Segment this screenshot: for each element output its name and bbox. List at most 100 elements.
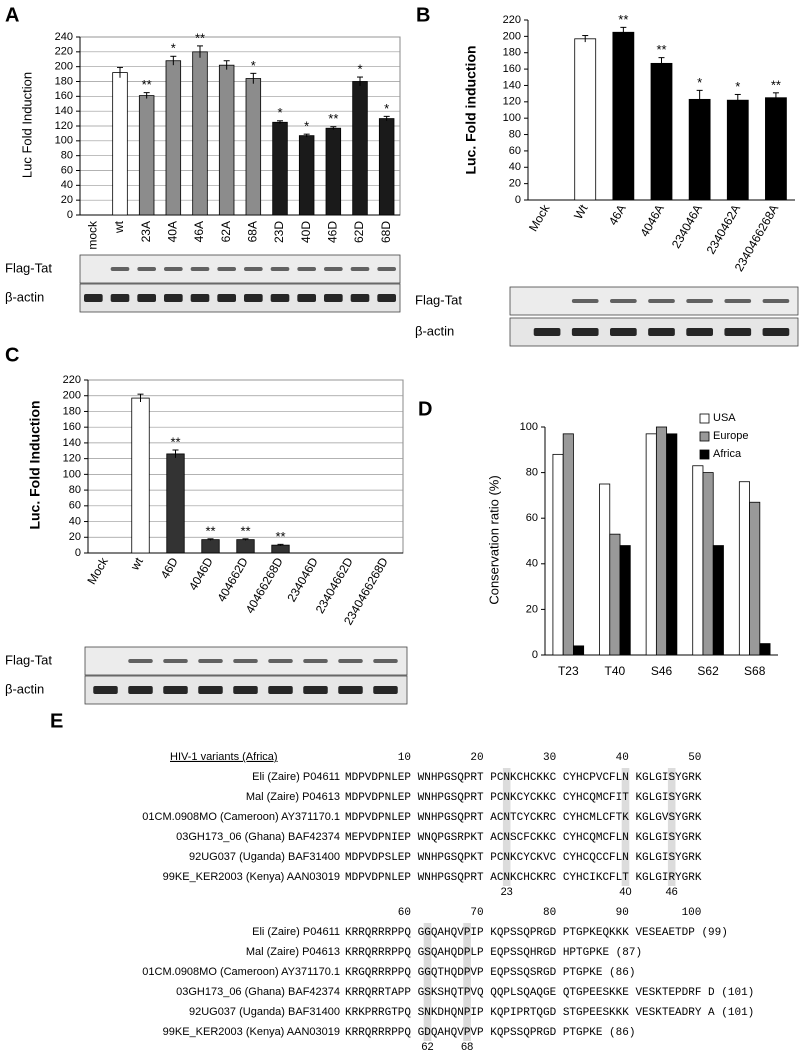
blot-band	[762, 328, 790, 336]
position-number: 60	[398, 907, 411, 919]
bar	[272, 121, 288, 216]
error-bar	[117, 66, 123, 78]
blot-band	[373, 686, 398, 694]
error-bar	[172, 449, 179, 458]
blot-band	[110, 267, 130, 271]
blot-band	[350, 267, 370, 271]
y-tick-label: 160	[55, 90, 73, 102]
residue-marker: 62	[421, 1041, 433, 1051]
sequence: KRRQRRRPPQ GGQAHQVPIP KQPSSQPRGD PTGPKEQ…	[345, 927, 728, 939]
sequence: MDPVDPNLEP WNHPGSQPRT ACNKCHCKRC CYHCIKC…	[345, 872, 702, 884]
significance-label: **	[771, 77, 781, 92]
significance-label: *	[171, 41, 176, 56]
blot-band	[163, 686, 188, 694]
legend-label: Africa	[713, 448, 742, 460]
variant-name: 92UG037 (Uganda) BAF31400	[189, 1006, 340, 1018]
y-tick-label: 0	[515, 194, 521, 206]
sequence: KRRQRRRPPQ GDQAHQVPVP KQPSSQPRGD PTGPKE …	[345, 1027, 635, 1039]
y-tick-label: 100	[63, 468, 81, 480]
bar	[325, 127, 342, 216]
y-tick-label: 20	[509, 178, 521, 190]
y-tick-label: 40	[526, 558, 538, 570]
bar	[131, 397, 150, 554]
bar	[138, 95, 155, 216]
blot-band	[217, 267, 236, 271]
blot-label: Flag-Tat	[5, 652, 52, 667]
significance-label: *	[304, 119, 309, 134]
blot-band	[762, 299, 790, 303]
panel-label: A	[5, 4, 19, 26]
blot-band	[338, 686, 363, 694]
y-axis-label: Luc. Fold Induction	[27, 400, 43, 529]
blot-band	[377, 267, 396, 271]
y-tick-label: 120	[55, 120, 73, 132]
bar	[645, 433, 657, 656]
bar	[236, 539, 255, 554]
blot-label: β-actin	[5, 681, 44, 696]
x-tick-label: 40D	[299, 221, 313, 243]
y-tick-label: 20	[69, 531, 81, 543]
blot-image	[79, 254, 401, 284]
error-bar	[696, 89, 703, 109]
significance-label: **	[275, 529, 285, 544]
bar	[609, 533, 621, 656]
position-number: 30	[543, 752, 556, 764]
bar	[245, 78, 262, 216]
blot-band	[377, 294, 396, 302]
alignment-header: HIV-1 variants (Africa)	[170, 751, 278, 763]
blot-band	[110, 294, 130, 302]
y-tick-label: 200	[503, 30, 521, 42]
x-tick-label: 23D	[272, 221, 286, 243]
y-tick-label: 60	[61, 164, 73, 176]
residue-marker: 23	[501, 886, 513, 898]
error-bar	[620, 26, 627, 38]
blot-band	[324, 294, 343, 302]
blot-band	[303, 686, 328, 694]
highlight-column	[667, 768, 676, 886]
error-bar	[207, 538, 214, 541]
y-tick-label: 160	[503, 63, 521, 75]
blot-band	[268, 659, 293, 663]
sequence: KRGQRRRPPQ GGQTHQDPVP EQPSSQSRGD PTGPKE …	[345, 967, 635, 979]
significance-label: **	[328, 111, 338, 126]
bar	[192, 51, 208, 216]
y-tick-label: 20	[526, 603, 538, 615]
blot-band	[163, 659, 188, 663]
panel-label: B	[416, 4, 430, 26]
x-tick-label: Mock	[84, 554, 111, 587]
bar	[655, 426, 668, 656]
legend-swatch	[699, 413, 710, 424]
sequence: MDPVDPSLEP WNHPGSQPKT PCNKCYCKVC CYHCQCC…	[345, 852, 702, 864]
blot-label: β-actin	[5, 289, 44, 304]
x-tick-label: wt	[112, 220, 126, 234]
error-bar	[582, 35, 589, 43]
bar	[562, 433, 574, 656]
bar	[619, 545, 631, 656]
y-axis-label: Luc Fold Induction	[19, 72, 34, 178]
significance-label: *	[384, 101, 389, 116]
significance-label: *	[357, 61, 362, 76]
bar	[552, 453, 564, 656]
bar	[201, 539, 220, 554]
significance-label: **	[205, 523, 215, 538]
variant-name: Eli (Zaire) P04611	[252, 926, 340, 938]
sequence: KRRQRRRPPQ GSQAHQDPLP EQPSSQHRGD HPTGPKE…	[345, 947, 642, 959]
bar	[702, 472, 714, 656]
bar	[612, 31, 635, 201]
error-bar	[330, 126, 337, 130]
blot-band	[297, 294, 316, 302]
y-tick-label: 80	[61, 150, 73, 162]
y-tick-label: 100	[55, 135, 73, 147]
error-bar	[250, 72, 257, 84]
bar	[749, 501, 761, 656]
y-tick-label: 100	[503, 112, 521, 124]
error-bar	[772, 92, 779, 103]
x-tick-label: 68D	[379, 221, 393, 243]
x-tick-label: 62A	[219, 221, 233, 242]
blot-label: Flag-Tat	[415, 292, 462, 307]
residue-marker: 40	[619, 886, 631, 898]
sequence: KRKPRRGTPQ SNKDHQNPIP KQPIPRTQGD STGPEES…	[345, 1007, 754, 1019]
blot-band	[137, 294, 156, 302]
error-bar	[242, 538, 249, 541]
